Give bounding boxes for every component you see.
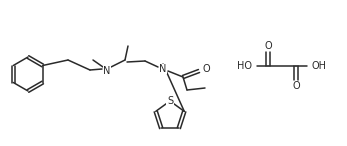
Text: N: N — [159, 64, 167, 74]
Text: O: O — [292, 81, 300, 91]
Text: OH: OH — [312, 61, 327, 71]
Text: HO: HO — [237, 61, 252, 71]
Text: O: O — [202, 64, 210, 74]
Text: N: N — [103, 66, 111, 76]
Text: S: S — [167, 96, 173, 106]
Text: O: O — [264, 41, 272, 51]
